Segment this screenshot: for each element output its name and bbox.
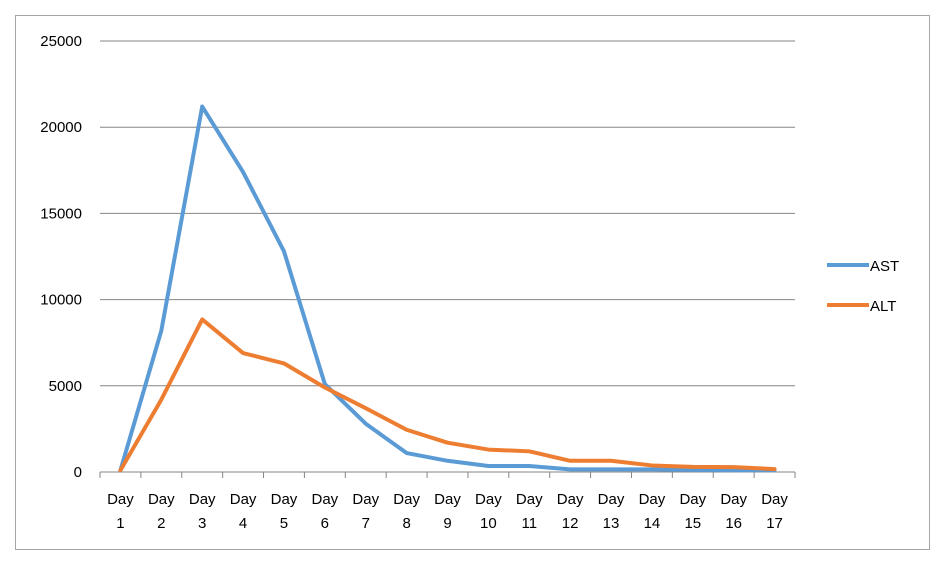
y-tick-label: 5000	[49, 378, 82, 395]
legend-label-ast: AST	[870, 258, 899, 275]
y-tick-label: 20000	[40, 119, 82, 136]
gridlines	[100, 40, 795, 387]
x-tick-label: 3	[198, 515, 206, 532]
x-tick-label: 8	[402, 515, 410, 532]
x-tick-label: 9	[443, 515, 451, 532]
y-axis: 0 5000 10000 15000 20000 25000	[40, 33, 82, 481]
x-tick-label: 7	[362, 515, 370, 532]
series	[118, 104, 777, 473]
x-tick-label: 5	[280, 515, 288, 532]
x-tick-label: Day	[107, 491, 134, 508]
x-tick-label: 6	[321, 515, 329, 532]
x-tick-label: Day	[598, 491, 625, 508]
x-tick-label: Day	[679, 491, 706, 508]
x-tick-label: 4	[239, 515, 247, 532]
series-line-ast	[118, 104, 777, 473]
x-tick-label: Day	[312, 491, 339, 508]
x-tick-label: Day	[720, 491, 747, 508]
x-tick-label: 1	[116, 515, 124, 532]
x-tick-label: Day	[557, 491, 584, 508]
y-tick-label: 10000	[40, 292, 82, 309]
x-tick-label: 10	[480, 515, 497, 532]
y-tick-label: 0	[74, 464, 82, 481]
legend: AST ALT	[827, 258, 899, 315]
x-tick-label: Day	[516, 491, 543, 508]
x-tick-label: 17	[766, 515, 783, 532]
x-tick-label: 14	[644, 515, 661, 532]
chart-frame	[15, 15, 930, 550]
x-tick-label: Day	[230, 491, 257, 508]
legend-label-alt: ALT	[870, 298, 896, 315]
x-tick-label: Day	[189, 491, 216, 508]
x-tick-label: Day	[148, 491, 175, 508]
x-axis: Day 1 Day 2 Day 3 Day 4 Day 5 Day 6 Day 7 Day 8 Day 9 Day 1…	[99, 471, 796, 532]
x-tick-label: 12	[562, 515, 579, 532]
y-tick-label: 25000	[40, 33, 82, 50]
x-tick-label: 13	[603, 515, 620, 532]
y-tick-label: 15000	[40, 205, 82, 222]
x-tick-label: 2	[157, 515, 165, 532]
x-tick-label: Day	[434, 491, 461, 508]
x-tick-label: Day	[761, 491, 788, 508]
x-tick-label: 15	[684, 515, 701, 532]
x-tick-label: Day	[271, 491, 298, 508]
x-tick-label: Day	[475, 491, 502, 508]
x-tick-label: Day	[352, 491, 379, 508]
x-tick-label: 11	[521, 515, 537, 532]
x-tick-label: Day	[639, 491, 666, 508]
series-line-alt	[118, 317, 777, 473]
x-tick-label: 16	[725, 515, 742, 532]
x-tick-label: Day	[393, 491, 420, 508]
